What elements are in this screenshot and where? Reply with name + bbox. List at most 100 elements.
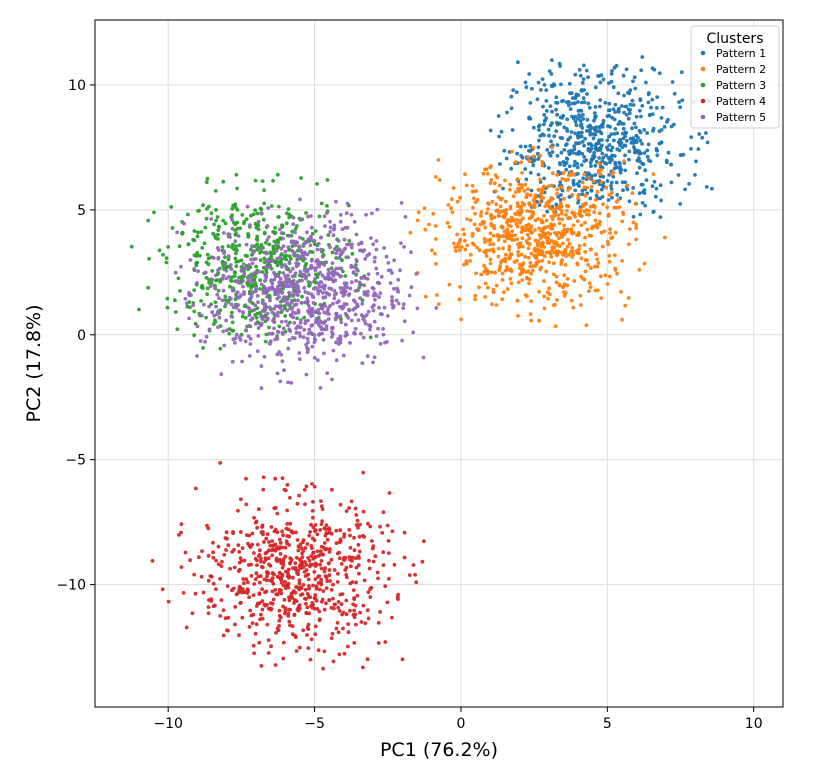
data-point (386, 261, 391, 265)
data-point (188, 558, 193, 563)
data-point (283, 554, 288, 559)
data-point (559, 231, 564, 236)
data-point (632, 75, 637, 80)
data-point (546, 296, 550, 301)
data-point (275, 511, 280, 516)
data-point (301, 628, 306, 633)
data-point (321, 295, 326, 300)
data-point (257, 640, 262, 645)
data-point (622, 159, 626, 164)
data-point (488, 239, 492, 243)
data-point (211, 555, 216, 560)
data-point (571, 252, 576, 257)
data-point (635, 158, 640, 163)
data-point (582, 209, 587, 214)
data-point (611, 174, 616, 179)
data-point (342, 557, 347, 562)
data-point (311, 515, 315, 520)
data-point (183, 296, 188, 301)
data-point (268, 601, 273, 605)
data-point (436, 302, 441, 306)
data-point (183, 550, 188, 555)
data-point (504, 156, 509, 161)
data-point (222, 552, 227, 557)
data-point (540, 190, 544, 195)
data-point (224, 548, 228, 552)
data-point (672, 91, 677, 96)
data-point (277, 608, 282, 613)
data-point (356, 543, 361, 547)
data-point (235, 248, 239, 253)
data-point (265, 238, 269, 242)
data-point (230, 315, 235, 319)
data-point (307, 327, 312, 332)
data-point (411, 563, 416, 567)
data-point (644, 80, 648, 85)
data-point (365, 293, 370, 298)
data-point (562, 273, 567, 278)
data-point (537, 128, 541, 132)
data-point (299, 318, 303, 322)
data-point (459, 317, 464, 322)
data-point (368, 324, 373, 329)
data-point (586, 101, 591, 106)
data-point (335, 300, 340, 305)
data-point (538, 177, 543, 182)
data-point (276, 215, 281, 219)
data-point (303, 240, 308, 244)
data-point (365, 277, 370, 281)
data-point (382, 246, 386, 250)
data-point (305, 252, 310, 257)
data-point (488, 261, 493, 266)
data-point (243, 339, 248, 344)
data-point (512, 238, 516, 242)
data-point (279, 588, 283, 593)
data-point (308, 249, 312, 254)
data-point (669, 180, 674, 185)
data-point (657, 71, 662, 76)
data-point (324, 547, 329, 551)
data-point (489, 223, 494, 228)
data-point (207, 304, 212, 309)
data-point (284, 319, 288, 324)
data-point (327, 292, 332, 297)
data-point (315, 607, 320, 611)
y-axis-label: PC2 (17.8%) (23, 304, 45, 422)
data-point (569, 91, 574, 96)
data-point (346, 293, 351, 298)
data-point (610, 69, 614, 73)
data-point (329, 636, 334, 640)
data-point (558, 115, 563, 120)
data-point (303, 587, 308, 592)
data-point (354, 523, 359, 527)
data-point (645, 148, 650, 153)
data-point (319, 544, 324, 549)
data-point (366, 309, 371, 314)
data-point (342, 247, 347, 252)
data-point (305, 268, 310, 273)
series-2 (408, 145, 667, 329)
data-point (378, 291, 383, 296)
data-point (594, 252, 598, 257)
data-point (618, 170, 623, 175)
data-point (230, 320, 235, 325)
data-point (603, 100, 608, 105)
data-point (650, 184, 655, 189)
data-point (599, 187, 604, 192)
data-point (295, 316, 300, 321)
data-point (166, 245, 171, 249)
data-point (501, 214, 506, 219)
data-point (352, 535, 356, 540)
data-point (539, 88, 543, 92)
data-point (286, 346, 291, 351)
data-point (579, 223, 584, 228)
data-point (620, 180, 625, 185)
series-5 (173, 197, 439, 391)
data-point (505, 230, 510, 234)
data-point (591, 156, 596, 160)
data-point (515, 204, 520, 209)
data-point (357, 280, 362, 285)
data-point (214, 304, 219, 309)
data-point (568, 135, 573, 140)
data-point (567, 195, 572, 199)
